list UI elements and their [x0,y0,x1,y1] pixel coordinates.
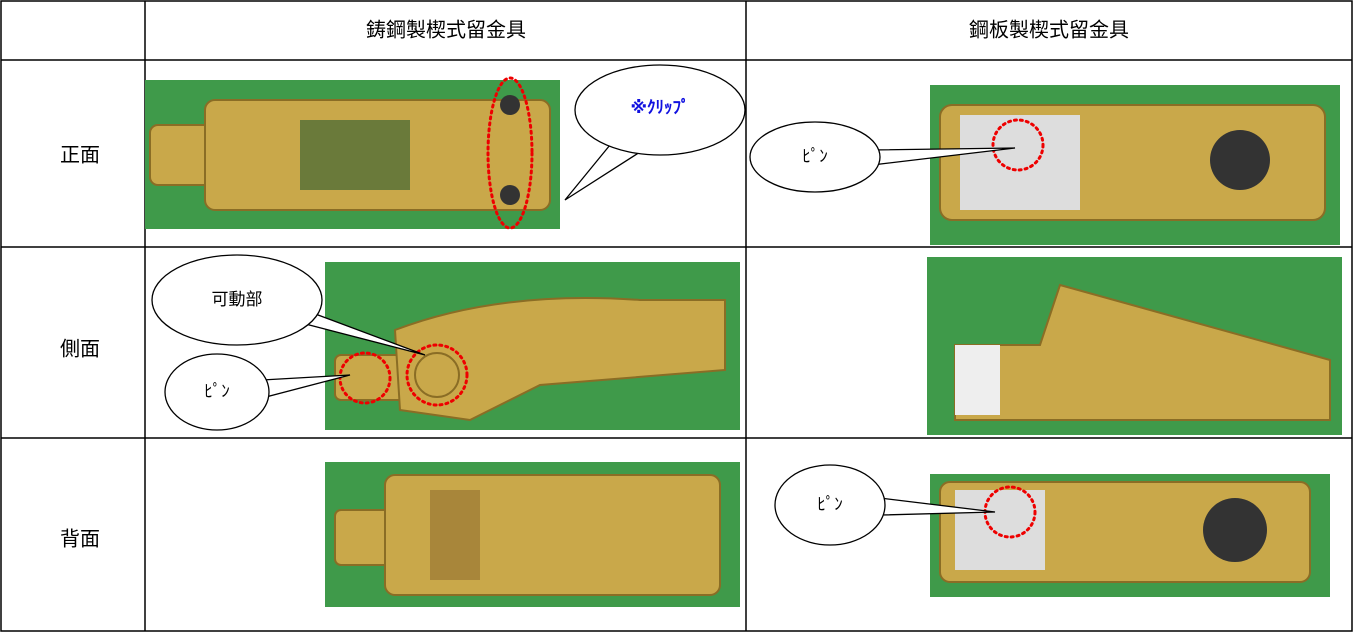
column-header: 鋼板製楔式留金具 [969,18,1129,42]
row-header: 側面 [60,337,100,361]
photo [325,462,740,607]
callout-text: ﾋﾟﾝ [204,382,230,402]
photo [927,257,1342,435]
callout-bubble [574,64,746,156]
callout-text: ※ｸﾘｯﾌﾟ [630,97,689,118]
photo [930,85,1340,245]
column-header: 鋳鋼製楔式留金具 [366,18,526,42]
photo [930,474,1330,597]
callout-text: ﾋﾟﾝ [802,147,828,167]
photo [145,76,560,230]
callout-bubble [774,464,886,546]
row-header: 正面 [60,143,100,167]
callout-text: 可動部 [212,290,263,310]
callout-bubble [749,121,881,193]
photo [325,262,740,430]
callout-bubble [164,353,270,431]
callout-text: ﾋﾟﾝ [817,495,843,515]
callout-bubble [151,254,323,346]
row-header: 背面 [60,527,100,551]
callout-tail [564,144,642,201]
